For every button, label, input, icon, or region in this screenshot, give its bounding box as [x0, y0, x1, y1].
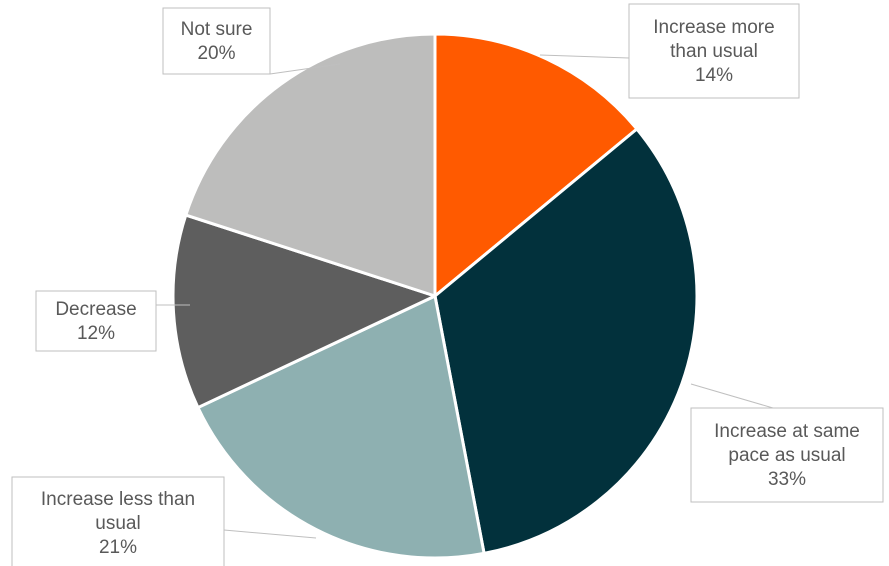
- value-label-3: 21%: [99, 537, 137, 558]
- data-labels: Increase more than usual 14% Increase at sa…: [11, 3, 884, 566]
- category-label-2-line-1: Increase at same: [714, 421, 860, 442]
- category-label-5-line-1: Not sure: [181, 19, 253, 40]
- leader-line-1: [539, 54, 630, 59]
- label-box-3: [11, 476, 225, 566]
- data-label-5: Not sure 20%: [162, 7, 341, 75]
- category-label-1-line-2: than usual: [670, 41, 758, 62]
- label-box-4: [35, 290, 157, 352]
- pie-slice-1: [433, 32, 639, 298]
- data-label-4: Decrease 12%: [35, 290, 190, 352]
- leader-line-2: [690, 383, 774, 409]
- data-label-3: Increase less than usual 21%: [11, 476, 317, 566]
- data-label-1: Increase more than usual 14%: [539, 3, 800, 99]
- category-label-4-line-1: Decrease: [55, 299, 136, 320]
- pie-slices: [171, 32, 699, 560]
- leader-line-3: [223, 529, 317, 539]
- label-box-2: [690, 407, 884, 503]
- label-box-1: [628, 3, 800, 99]
- data-label-2: Increase at same pace as usual 33%: [690, 383, 884, 503]
- category-label-3-line-2: usual: [95, 513, 140, 534]
- value-label-4: 12%: [77, 323, 115, 344]
- pie-slice-2: [433, 127, 699, 555]
- pie-slice-5: [184, 32, 437, 298]
- leader-line-5: [269, 63, 341, 75]
- category-label-3-line-1: Increase less than: [41, 489, 195, 510]
- category-label-2-line-2: pace as usual: [728, 445, 845, 466]
- label-box-5: [162, 7, 271, 75]
- pie-slice-4: [171, 213, 437, 410]
- pie-slice-3: [196, 294, 486, 560]
- value-label-1: 14%: [695, 65, 733, 86]
- category-label-1-line-1: Increase more: [653, 17, 774, 38]
- value-label-2: 33%: [768, 469, 806, 490]
- value-label-5: 20%: [197, 43, 235, 64]
